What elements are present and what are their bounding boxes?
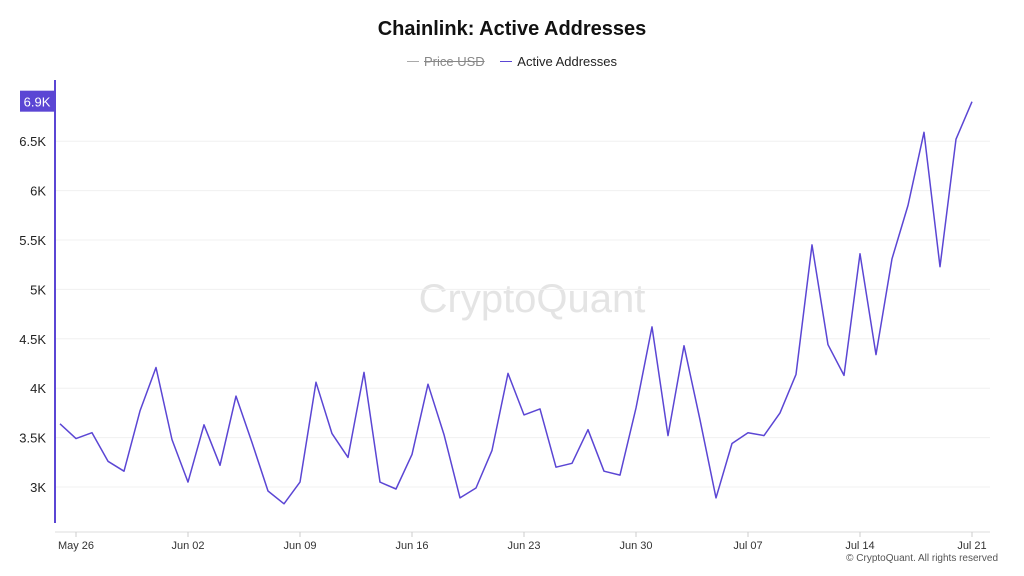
y-highlight-label: 6.9K: [24, 95, 51, 110]
y-tick-label: 5K: [30, 282, 46, 297]
y-tick-label: 6K: [30, 184, 46, 199]
y-tick-label: 3K: [30, 480, 46, 495]
y-tick-label: 4.5K: [19, 332, 46, 347]
y-highlight-badge: [20, 90, 54, 112]
x-tick-label: Jun 30: [619, 540, 652, 552]
x-tick-label: Jun 02: [171, 540, 204, 552]
y-tick-label: 3.5K: [19, 431, 46, 446]
x-tick-label: Jul 14: [845, 540, 874, 552]
y-tick-label: 4K: [30, 381, 46, 396]
x-tick-label: Jul 21: [957, 540, 986, 552]
copyright-footer: © CryptoQuant. All rights reserved: [846, 553, 998, 564]
y-tick-label: 6.5K: [19, 134, 46, 149]
legend-label: Price USD: [423, 53, 485, 69]
legend-label: Active Addresses: [517, 53, 618, 69]
legend-swatch: [406, 60, 419, 62]
legend-swatch: [500, 60, 513, 62]
x-tick-label: Jun 09: [283, 540, 316, 552]
x-tick-label: Jul 07: [733, 540, 762, 552]
series-line-active-addresses: [59, 101, 973, 505]
watermark: CryptoQuant: [419, 277, 646, 321]
legend-item-active-addresses[interactable]: Active Addresses: [500, 54, 617, 69]
chart-title: Chainlink: Active Addresses: [377, 18, 647, 40]
x-tick-label: Jun 16: [395, 540, 428, 552]
x-tick-label: Jun 23: [507, 540, 540, 552]
legend-item-price-usd[interactable]: Price USD: [406, 53, 485, 69]
legend: Price USD Active Addresses: [0, 50, 1024, 69]
y-tick-label: 5.5K: [19, 233, 46, 248]
x-tick-label: May 26: [58, 540, 94, 552]
